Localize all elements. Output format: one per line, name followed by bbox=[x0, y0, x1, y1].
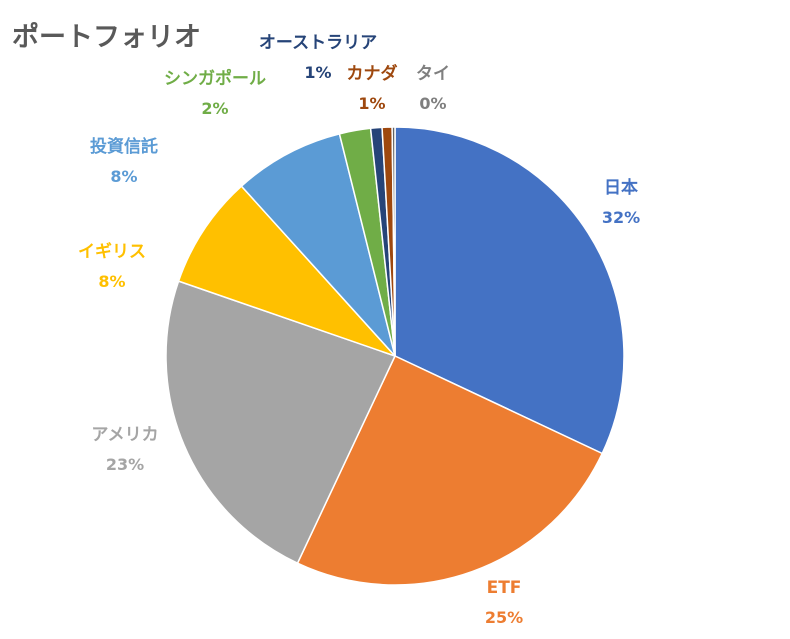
pie-slice bbox=[177, 185, 396, 357]
slice-name-label: アメリカ bbox=[91, 425, 158, 445]
pie-slices bbox=[165, 126, 625, 586]
slice-percent-label: 1% bbox=[358, 94, 385, 113]
slice-name-label: カナダ bbox=[347, 63, 398, 84]
slice-name-label: 日本 bbox=[604, 177, 638, 198]
slice-percent-label: 32% bbox=[602, 208, 640, 227]
slice-percent-label: 23% bbox=[106, 455, 144, 474]
pie-slice bbox=[165, 280, 397, 565]
slice-name-label: ETF bbox=[487, 578, 522, 598]
pie-slice bbox=[394, 126, 625, 455]
chart-title: ポートフォリオ bbox=[12, 22, 201, 53]
slice-percent-label: 8% bbox=[98, 272, 125, 291]
pie-slice bbox=[296, 355, 604, 586]
pie-slice bbox=[391, 126, 396, 357]
slice-percent-label: 1% bbox=[304, 63, 331, 82]
slice-name-label: タイ bbox=[416, 64, 450, 84]
slice-name-label: イギリス bbox=[78, 242, 146, 262]
slice-name-label: 投資信託 bbox=[90, 136, 158, 157]
slice-percent-label: 0% bbox=[419, 94, 446, 113]
slice-percent-label: 8% bbox=[110, 167, 137, 186]
pie-slice bbox=[240, 132, 396, 357]
slice-name-label: シンガポール bbox=[164, 68, 266, 89]
data-labels: 日本 32% ETF 25% アメリカ 23% イギリス 8% 投資信託 8% シンガポール 2% オー… bbox=[78, 33, 640, 627]
slice-name-label: オーストラリア bbox=[259, 33, 377, 53]
slice-percent-label: 25% bbox=[485, 608, 523, 627]
slice-percent-label: 2% bbox=[201, 99, 228, 118]
